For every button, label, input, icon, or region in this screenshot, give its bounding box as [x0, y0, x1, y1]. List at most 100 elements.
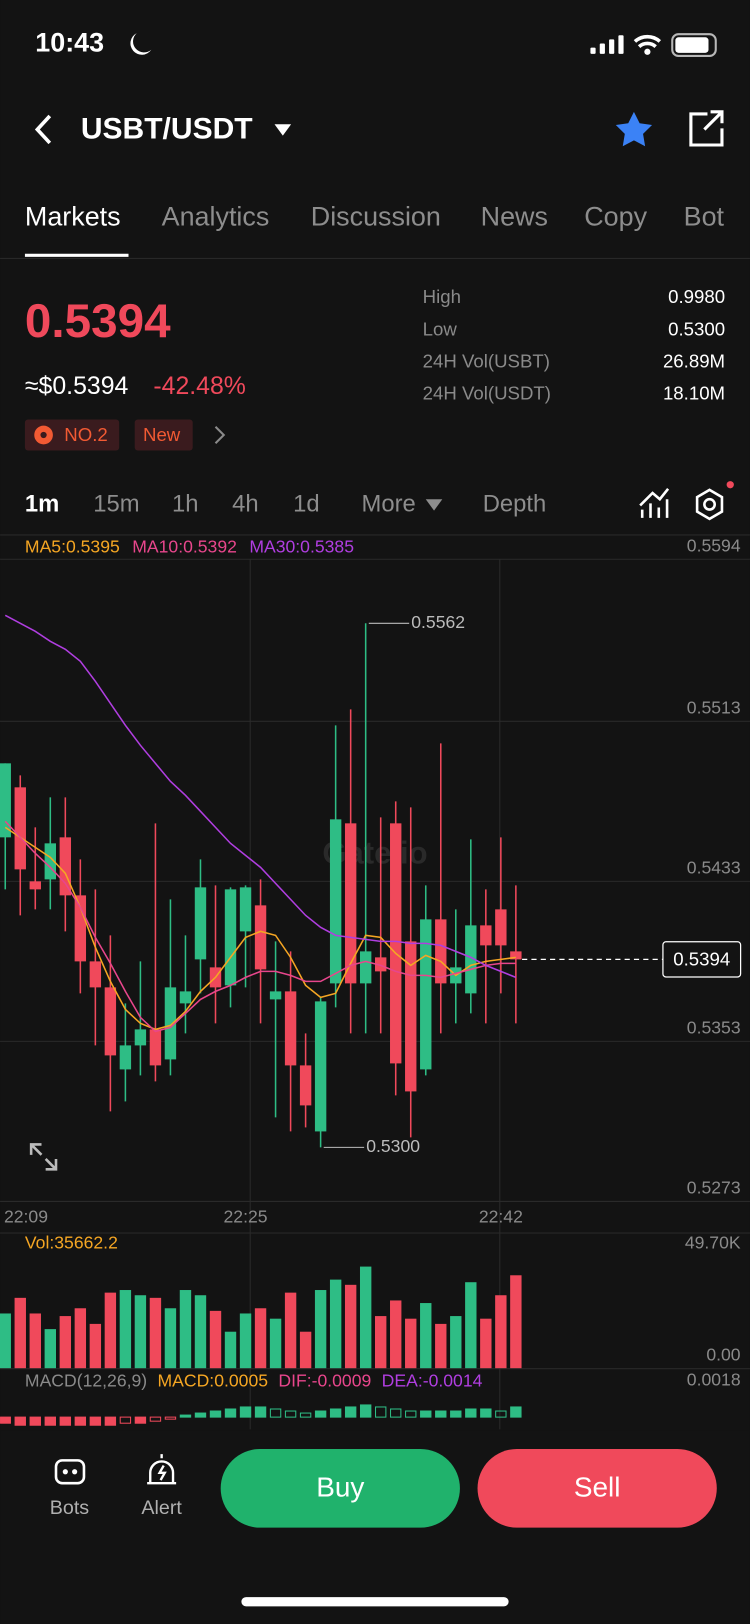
pair-dropdown[interactable] — [274, 124, 292, 136]
interval[interactable]: 1m — [25, 491, 59, 518]
stat-value: 0.9980 — [668, 286, 725, 307]
new-text: New — [143, 424, 181, 445]
macd-bar — [239, 1406, 252, 1418]
tab[interactable]: News — [481, 202, 548, 232]
interval[interactable]: 1h — [172, 491, 199, 518]
settings-center — [703, 497, 717, 511]
volume-bar — [0, 1313, 11, 1369]
tab[interactable]: Analytics — [162, 202, 270, 232]
candle-body — [359, 951, 372, 984]
bots-label[interactable]: Bots — [50, 1497, 90, 1519]
y-tick-label: 0.5513 — [687, 698, 741, 718]
sell-button[interactable] — [477, 1448, 717, 1528]
candle-body — [179, 991, 192, 1004]
settings-button[interactable] — [695, 488, 724, 521]
divider — [0, 534, 750, 536]
volume-bar — [89, 1323, 102, 1369]
stat-value: 26.89M — [663, 350, 725, 371]
macd-bar — [0, 1416, 11, 1424]
macd-label: DEA:-0.0014 — [382, 1370, 483, 1390]
battery-level — [675, 37, 709, 53]
alert-label[interactable]: Alert — [141, 1497, 182, 1519]
candle-body — [495, 909, 507, 946]
indicator-button[interactable] — [639, 488, 670, 518]
panel-divider — [0, 1232, 750, 1234]
candle-body — [435, 919, 447, 984]
macd-bar — [510, 1406, 522, 1418]
candle-body — [254, 905, 267, 970]
macd-bar — [299, 1412, 312, 1418]
sell-label[interactable]: Sell — [574, 1472, 621, 1503]
candle-body — [314, 1001, 327, 1132]
tab[interactable]: Bot — [684, 202, 725, 232]
macd-bar — [269, 1408, 282, 1418]
candle-body — [344, 823, 357, 984]
macd-bar — [104, 1416, 117, 1426]
macd-bar — [89, 1416, 102, 1426]
volume-bar — [14, 1297, 26, 1369]
tab[interactable]: Markets — [25, 202, 121, 232]
pair-title[interactable]: USBT/USDT — [81, 112, 253, 145]
share-button[interactable] — [689, 110, 724, 147]
volume-bar — [119, 1290, 132, 1369]
fullscreen-button[interactable] — [29, 1143, 58, 1171]
price-change: -42.48% — [153, 373, 246, 400]
new-badge — [134, 419, 193, 451]
interval[interactable]: 1d — [293, 491, 320, 518]
macd-bar — [224, 1408, 237, 1418]
candle-body — [284, 991, 297, 1066]
legend-entry: MA30:0.5385 — [249, 537, 354, 557]
interval[interactable]: 15m — [93, 491, 139, 518]
macd-bar — [149, 1416, 162, 1422]
volume-bar — [359, 1266, 372, 1369]
alert-icon[interactable] — [147, 1454, 177, 1485]
volume-bar — [254, 1308, 267, 1369]
ma-line — [4, 826, 516, 1031]
x-tick-label: 22:09 — [4, 1207, 48, 1227]
bots-icon[interactable] — [54, 1459, 86, 1485]
settings-dot — [726, 481, 734, 489]
buy-label[interactable]: Buy — [316, 1472, 364, 1503]
macd-label: DIF:-0.0009 — [278, 1370, 371, 1390]
candle-body — [299, 1065, 312, 1106]
volume-bar — [44, 1329, 56, 1369]
macd-bar — [450, 1410, 462, 1418]
last-price: 0.5394 — [25, 295, 171, 348]
badge-more[interactable] — [214, 425, 226, 445]
candle-body — [224, 889, 237, 986]
v-tick-label: 49.70K — [685, 1233, 741, 1253]
candle-body — [14, 787, 26, 870]
macd-bar — [194, 1412, 207, 1418]
bots-eye — [62, 1469, 68, 1475]
buy-button[interactable] — [220, 1448, 460, 1528]
macd-bar — [119, 1416, 132, 1424]
tab[interactable]: Discussion — [311, 202, 441, 232]
ma-line — [4, 614, 517, 979]
candle-body — [134, 1029, 147, 1046]
volume-bar — [284, 1292, 297, 1369]
more-dropdown[interactable] — [425, 499, 443, 511]
candle-body — [480, 925, 492, 946]
back-button[interactable] — [34, 114, 52, 145]
legend-entry: MA5:0.5395 — [25, 537, 120, 557]
stat-label: 24H Vol(USBT) — [423, 350, 550, 371]
interval[interactable]: More — [362, 491, 416, 518]
favorite-star[interactable] — [615, 111, 653, 147]
macd-bar — [134, 1416, 147, 1424]
interval[interactable]: 4h — [232, 491, 259, 518]
candle-body — [59, 837, 72, 896]
candle-body — [375, 957, 387, 972]
candle-body — [194, 887, 207, 960]
candle-body — [74, 895, 87, 962]
candle-body — [0, 763, 11, 838]
stat-label: Low — [423, 318, 458, 339]
interval-bar: 1m 15m 1h 4h 1d More Depth — [25, 491, 546, 518]
volume-bar — [179, 1290, 192, 1369]
tab[interactable]: Copy — [584, 202, 647, 232]
candle-body — [164, 987, 177, 1060]
volume-bar — [299, 1331, 312, 1369]
interval[interactable]: Depth — [483, 491, 547, 518]
